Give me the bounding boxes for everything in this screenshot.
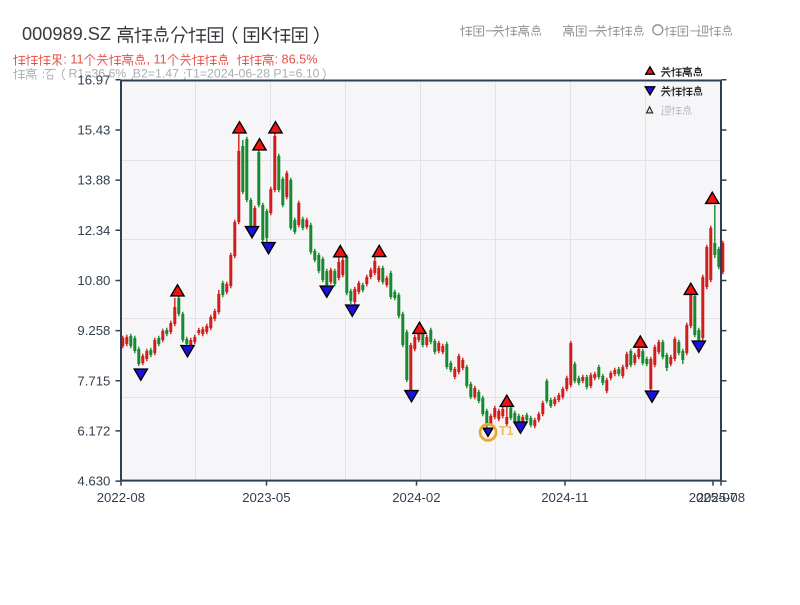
svg-text:2024-02: 2024-02 — [392, 490, 440, 505]
svg-text:2023-05: 2023-05 — [242, 490, 290, 505]
svg-text:10.80: 10.80 — [77, 273, 110, 288]
svg-text:9.258: 9.258 — [77, 323, 110, 338]
svg-text:K: K — [261, 24, 273, 44]
svg-text:2024-11: 2024-11 — [541, 490, 588, 505]
svg-text:, 11: , 11 — [146, 53, 166, 67]
svg-text:2025-07: 2025-07 — [689, 490, 737, 505]
svg-text:2025-08: 2025-08 — [697, 490, 745, 505]
svg-text:4.630: 4.630 — [77, 474, 110, 489]
svg-text:7.715: 7.715 — [77, 373, 110, 388]
svg-text:R1=36.6%: R1=36.6% — [68, 67, 126, 81]
svg-text:16.97: 16.97 — [77, 72, 110, 87]
svg-text:T1=2024-06-28 P1=6.10: T1=2024-06-28 P1=6.10 — [186, 67, 320, 81]
svg-text:12.34: 12.34 — [77, 223, 110, 238]
svg-text:2022-08: 2022-08 — [97, 490, 145, 505]
svg-text:000989.SZ: 000989.SZ — [22, 24, 111, 44]
svg-text:: 86.5%: : 86.5% — [274, 53, 317, 67]
svg-text:B2=1.47: B2=1.47 — [133, 67, 179, 81]
svg-text:13.88: 13.88 — [77, 173, 110, 188]
svg-text:6.172: 6.172 — [77, 424, 110, 439]
svg-text:15.43: 15.43 — [77, 123, 110, 138]
svg-text:: 11: : 11 — [63, 53, 83, 67]
svg-text:T1: T1 — [499, 424, 514, 438]
